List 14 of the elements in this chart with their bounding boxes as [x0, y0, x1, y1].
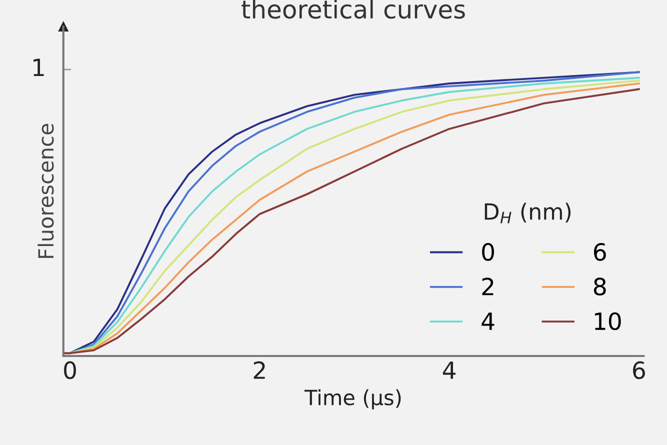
legend-label: 10 — [594, 312, 621, 330]
legend-label: 0 — [482, 243, 494, 261]
legend-label: 6 — [594, 243, 606, 261]
x-tick-label: 4 — [442, 362, 456, 379]
x-tick-label: 6 — [633, 361, 645, 380]
legend-label: 8 — [594, 278, 606, 296]
legend-label: 2 — [482, 278, 494, 296]
legend-title: D$_{H}$ (nm) — [484, 202, 571, 224]
x-tick-label: 0 — [64, 361, 76, 380]
y-axis-title: Fluorescence — [38, 124, 54, 258]
x-tick-label: 2 — [254, 361, 265, 379]
legend-label: 4 — [482, 312, 494, 330]
x-axis-title: Time (μs) — [304, 389, 401, 410]
text: 1 — [34, 58, 44, 76]
